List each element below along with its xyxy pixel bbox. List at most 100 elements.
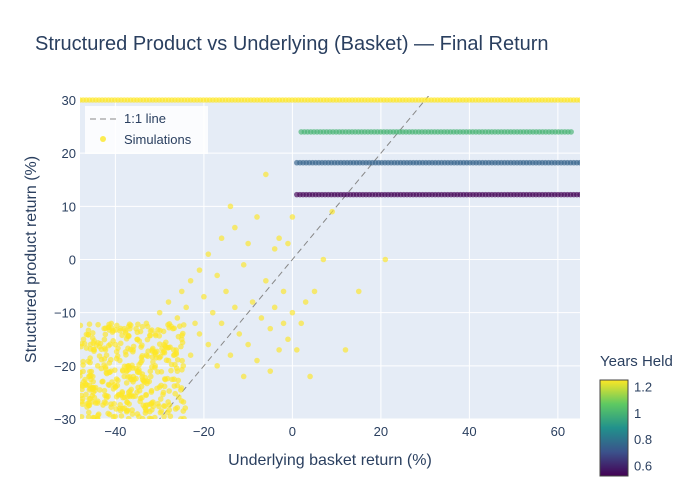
point (118, 413, 125, 419)
point (121, 373, 128, 380)
point (176, 394, 182, 400)
point (148, 387, 155, 394)
point (87, 385, 93, 392)
y-tick-label: −30 (54, 412, 76, 427)
point (84, 404, 90, 410)
point (122, 349, 129, 355)
point (158, 369, 165, 375)
point (245, 341, 251, 348)
point (263, 277, 269, 284)
point (150, 403, 157, 410)
point (106, 321, 112, 328)
point (125, 363, 132, 369)
point (130, 378, 136, 385)
point (307, 373, 313, 380)
point (129, 407, 135, 413)
point (91, 338, 97, 344)
point (280, 320, 287, 327)
point (117, 340, 124, 347)
point (329, 208, 336, 215)
point (205, 251, 212, 257)
point (161, 349, 168, 356)
point (96, 343, 103, 350)
point (148, 415, 154, 419)
point (178, 336, 185, 343)
point (285, 240, 291, 247)
point (89, 399, 96, 405)
point (232, 224, 238, 231)
point (178, 387, 184, 393)
point (105, 342, 112, 349)
colorbar-tick-label: 0.8 (634, 432, 652, 447)
point (168, 361, 175, 368)
point (174, 368, 181, 374)
point (80, 336, 87, 343)
point (166, 388, 172, 394)
point (152, 331, 159, 337)
point (142, 410, 149, 416)
x-tick-label: 40 (462, 424, 476, 439)
point (170, 352, 177, 359)
point (117, 327, 123, 334)
chart-title: Structured Product vs Underlying (Basket… (35, 33, 549, 55)
point (342, 347, 349, 353)
point (276, 235, 282, 242)
point (112, 341, 119, 348)
point (124, 399, 130, 405)
point (120, 368, 126, 374)
point (267, 325, 274, 332)
point (196, 331, 203, 337)
point (139, 357, 145, 364)
point (214, 363, 220, 369)
point (136, 387, 143, 394)
point (123, 380, 130, 386)
point (254, 357, 260, 364)
point (132, 393, 138, 399)
point (138, 344, 144, 350)
point (179, 357, 185, 364)
point (175, 377, 182, 384)
point (180, 408, 187, 414)
point (90, 389, 97, 396)
point (183, 304, 189, 311)
point (172, 390, 178, 397)
x-tick-label: 0 (289, 424, 296, 439)
point (80, 362, 86, 368)
point (156, 309, 163, 316)
point (137, 328, 144, 335)
point (187, 277, 194, 284)
point (155, 327, 161, 333)
point (289, 214, 296, 220)
point (180, 322, 187, 328)
point (115, 377, 121, 384)
point (112, 384, 119, 390)
point (236, 331, 243, 337)
point (577, 97, 580, 103)
y-tick-label: 0 (69, 253, 76, 268)
point (113, 348, 120, 355)
point (382, 256, 389, 263)
point (80, 413, 85, 419)
point (101, 325, 107, 332)
point (179, 366, 185, 373)
point (169, 376, 175, 383)
y-tick-label: −20 (54, 359, 76, 374)
colorbar-tick-label: 1.2 (634, 380, 652, 395)
point (83, 331, 90, 338)
point (214, 272, 220, 279)
point (168, 367, 174, 374)
point (149, 327, 155, 333)
point (116, 391, 123, 398)
point (311, 288, 318, 295)
point (173, 347, 180, 353)
point (107, 356, 114, 363)
point (95, 321, 101, 328)
point (227, 352, 234, 359)
point (161, 413, 167, 419)
point (245, 240, 251, 247)
point (102, 347, 109, 353)
legend-entry-simulations: Simulations (124, 132, 192, 147)
point (114, 322, 120, 329)
point (108, 368, 114, 374)
point (80, 383, 86, 389)
